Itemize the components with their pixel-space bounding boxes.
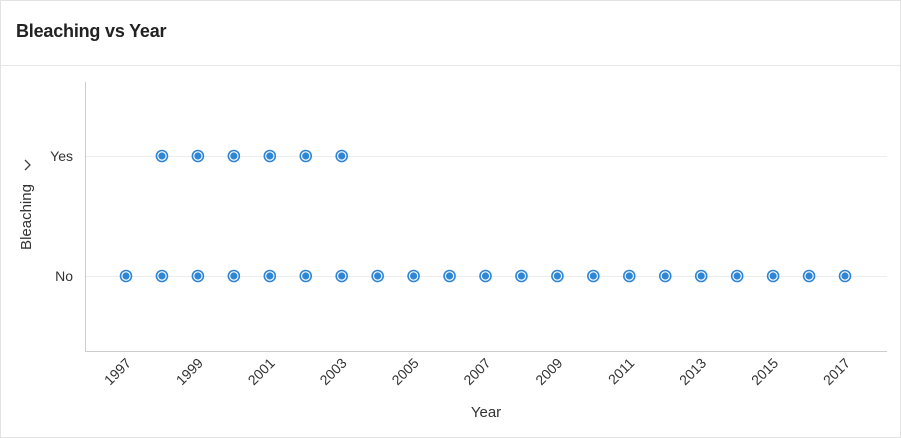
data-points <box>119 149 852 283</box>
x-tick-label: 2015 <box>748 355 781 388</box>
data-point-dot <box>338 272 346 280</box>
data-point-dot <box>194 272 202 280</box>
card-header: Bleaching vs Year <box>1 1 900 66</box>
x-tick-label: 2011 <box>605 355 638 388</box>
data-point[interactable] <box>335 269 349 283</box>
grid-lines <box>86 156 887 277</box>
data-point[interactable] <box>227 269 241 283</box>
data-point-dot <box>517 272 526 280</box>
data-point-dot <box>697 272 705 280</box>
data-point-dot <box>589 272 597 280</box>
x-tick-label: 1997 <box>101 355 134 388</box>
data-point[interactable] <box>407 269 420 283</box>
data-point-dot <box>769 272 777 280</box>
data-point-dot <box>158 272 166 280</box>
data-point[interactable] <box>299 269 313 283</box>
x-tick-label: 2003 <box>316 355 349 388</box>
data-point[interactable] <box>155 149 169 163</box>
data-point-dot <box>733 272 741 280</box>
data-point[interactable] <box>694 269 708 283</box>
data-point[interactable] <box>119 269 133 283</box>
x-tick-label: 2009 <box>532 355 565 388</box>
chevron-right-icon[interactable] <box>24 159 31 171</box>
data-point[interactable] <box>299 149 313 163</box>
data-point[interactable] <box>730 269 744 283</box>
data-point[interactable] <box>515 269 528 283</box>
data-point[interactable] <box>227 149 241 163</box>
data-point-dot <box>661 272 669 280</box>
data-point-dot <box>158 152 166 160</box>
data-point[interactable] <box>766 269 780 283</box>
data-point-dot <box>338 152 346 160</box>
data-point-dot <box>230 152 238 160</box>
data-point-dot <box>553 272 562 280</box>
x-tick-label: 2017 <box>820 355 853 388</box>
x-tick-label: 2001 <box>245 355 278 388</box>
x-axis-title: Year <box>471 404 501 421</box>
x-tick-labels: 1997 1999 2001 2003 2005 2007 2009 2011 2013 2015… <box>101 355 853 388</box>
y-axis-title: Bleaching <box>18 184 35 250</box>
data-point[interactable] <box>622 269 636 283</box>
chart-title: Bleaching vs Year <box>16 21 167 41</box>
data-point-dot <box>445 272 454 280</box>
data-point-dot <box>194 152 202 160</box>
data-point-dot <box>374 272 382 280</box>
data-point[interactable] <box>155 269 169 283</box>
data-point[interactable] <box>371 269 384 283</box>
data-point[interactable] <box>838 269 852 283</box>
data-point-dot <box>230 272 238 280</box>
x-tick-label: 2005 <box>388 355 421 388</box>
data-point-dot <box>805 272 813 280</box>
x-tick-label: 2007 <box>460 355 493 388</box>
data-point[interactable] <box>443 269 456 283</box>
data-point-dot <box>122 272 130 280</box>
data-point-dot <box>266 272 274 280</box>
data-point[interactable] <box>263 269 277 283</box>
x-tick-label: 1999 <box>173 355 206 388</box>
data-point-dot <box>625 272 633 280</box>
data-point-dot <box>302 152 310 160</box>
data-point[interactable] <box>658 269 672 283</box>
data-point[interactable] <box>191 269 205 283</box>
data-point[interactable] <box>335 149 349 163</box>
y-tick-labels: No Yes <box>50 148 73 284</box>
data-point[interactable] <box>263 149 277 163</box>
x-tick-label: 2013 <box>676 355 709 388</box>
data-point-dot <box>302 272 310 280</box>
data-point-dot <box>266 152 274 160</box>
y-axis-title-group: Bleaching <box>18 184 35 250</box>
data-point[interactable] <box>802 269 816 283</box>
y-tick-label: No <box>55 268 73 284</box>
data-point[interactable] <box>587 269 600 283</box>
data-point-dot <box>481 272 490 280</box>
data-point-dot <box>841 272 849 280</box>
data-point-dot <box>410 272 418 280</box>
axes <box>85 82 887 352</box>
y-tick-label: Yes <box>50 148 73 164</box>
data-point[interactable] <box>551 269 564 283</box>
data-point[interactable] <box>191 149 205 163</box>
data-point[interactable] <box>479 269 492 283</box>
